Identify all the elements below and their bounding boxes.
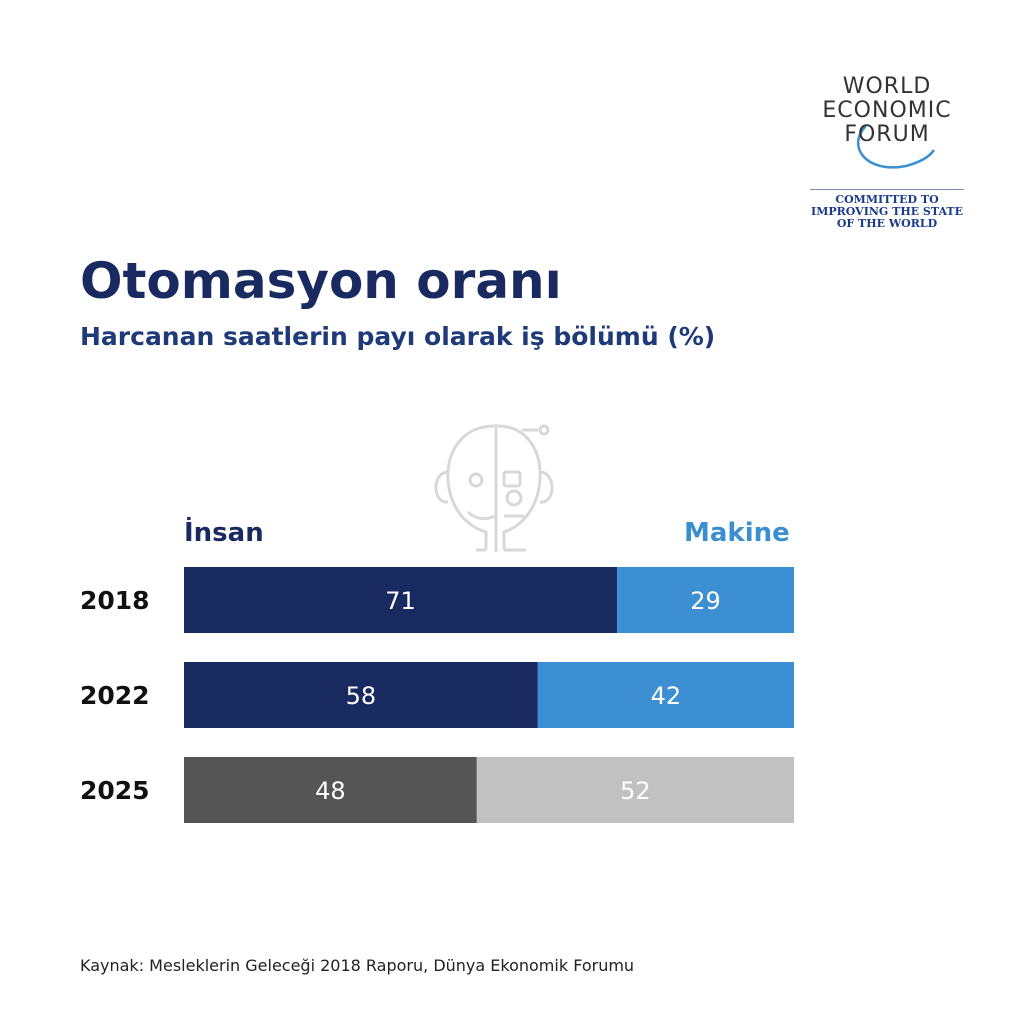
- bar-2022-human: [184, 662, 538, 728]
- category-label-2025: 2025: [80, 776, 150, 805]
- logo-tagline-1: COMMITTED TO: [835, 193, 939, 206]
- logo-divider: [810, 189, 964, 190]
- chart-subtitle: Harcanan saatlerin payı olarak iş bölümü…: [80, 322, 716, 351]
- category-label-2022: 2022: [80, 681, 150, 710]
- chart-title: Otomasyon oranı: [80, 252, 562, 310]
- bar-2018-machine: [617, 567, 794, 633]
- bar-2025-human: [184, 757, 477, 823]
- logo-line-1: WORLD: [842, 74, 932, 99]
- logo-tagline-3: OF THE WORLD: [836, 217, 938, 230]
- value-label-2018-machine: 29: [690, 587, 721, 615]
- bar-2022-machine: [537, 662, 794, 728]
- value-label-2025-human: 48: [315, 777, 346, 805]
- bar-2018-human: [184, 567, 618, 633]
- logo-line-2: ECONOMIC: [822, 98, 952, 123]
- logo-tagline-2: IMPROVING THE STATE: [811, 205, 963, 218]
- value-label-2022-human: 58: [346, 682, 377, 710]
- wef-logo: WORLD ECONOMIC FORUM COMMITTED TO IMPROV…: [806, 74, 968, 234]
- value-label-2022-machine: 42: [651, 682, 682, 710]
- source-note: Kaynak: Mesleklerin Geleceği 2018 Raporu…: [80, 956, 635, 975]
- human-robot-face-icon: [434, 424, 554, 552]
- value-label-2018-human: 71: [385, 587, 416, 615]
- logo-line-3: FORUM: [844, 122, 930, 147]
- value-label-2025-machine: 52: [620, 777, 651, 805]
- stacked-bar-chart: 2018 71 29 2022 58 42 2025 48 52: [80, 567, 794, 823]
- wef-logo-arc: [856, 125, 936, 169]
- legend-human: İnsan: [184, 518, 264, 548]
- category-label-2018: 2018: [80, 586, 150, 615]
- legend-machine: Makine: [684, 518, 790, 548]
- bar-2025-machine: [476, 757, 794, 823]
